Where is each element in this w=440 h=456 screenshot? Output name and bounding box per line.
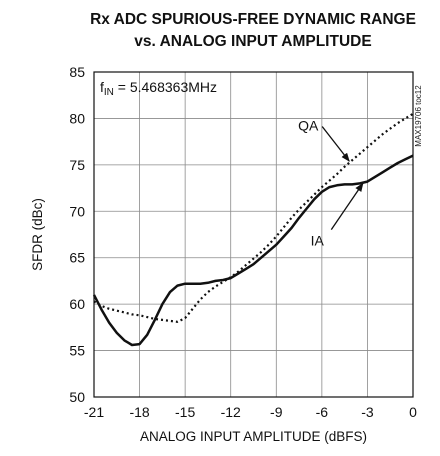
condition-f: f <box>100 79 104 95</box>
y-tick-label: 65 <box>69 250 85 266</box>
y-axis-label: SFDR (dBc) <box>30 198 45 271</box>
y-tick-label: 50 <box>69 389 85 405</box>
x-axis-label: ANALOG INPUT AMPLITUDE (dBFS) <box>140 429 367 444</box>
x-tick-label: -3 <box>361 404 374 420</box>
x-tick-label: -6 <box>316 404 329 420</box>
x-tick-label: 0 <box>409 404 417 420</box>
annotation-qa-arrow <box>321 126 350 162</box>
x-tick-label: -18 <box>129 404 149 420</box>
annotation-ia-arrow <box>330 182 364 231</box>
y-tick-label: 60 <box>69 296 85 312</box>
x-tick-label: -9 <box>270 404 283 420</box>
chart-title-line1: Rx ADC SPURIOUS-FREE DYNAMIC RANGE <box>90 11 416 28</box>
series-qa-line <box>93 112 414 323</box>
x-tick-label: -21 <box>84 404 104 420</box>
plot-frame <box>93 71 414 398</box>
annotation-qa-label: QA <box>298 118 319 134</box>
y-tick-label: 55 <box>69 343 85 359</box>
annotations: QA IA <box>298 118 364 249</box>
chart-title-line2: vs. ANALOG INPUT AMPLITUDE <box>134 33 371 50</box>
x-tick-label: -12 <box>221 404 241 420</box>
figure-code: MAX19706 toc12 <box>414 85 423 147</box>
condition-rest: = 5.468363MHz <box>114 79 217 95</box>
tick-labels: -21 -18 -15 -12 -9 -6 -3 0 50 55 60 65 70 75 80 85 <box>69 64 417 420</box>
annotation-ia-label: IA <box>311 233 325 249</box>
y-tick-label: 85 <box>69 64 85 80</box>
condition-sub: IN <box>104 87 114 98</box>
condition-label: fIN = 5.468363MHz <box>100 79 217 98</box>
grid <box>94 72 413 397</box>
x-tick-label: -15 <box>175 404 195 420</box>
y-tick-label: 80 <box>69 110 85 126</box>
y-tick-label: 75 <box>69 157 85 173</box>
y-tick-label: 70 <box>69 203 85 219</box>
series-lines <box>92 112 414 347</box>
